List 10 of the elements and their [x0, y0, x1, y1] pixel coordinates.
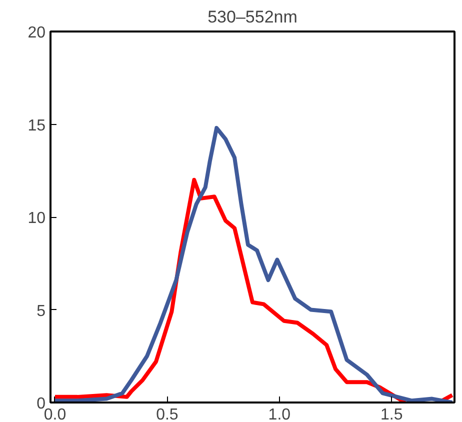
x-tick-label: 0.0 [44, 406, 66, 422]
x-tick-label: 1.0 [268, 406, 291, 422]
chart-title: 530–552nm [208, 8, 298, 26]
y-tick-label: 10 [28, 210, 46, 227]
y-tick-label: 5 [36, 302, 46, 320]
x-tick-label: 0.5 [156, 406, 178, 422]
x-tick-label: 1.5 [380, 406, 403, 422]
y-tick-label: 15 [28, 117, 46, 134]
y-tick-label: 0 [36, 396, 46, 412]
y-tick-label: 20 [28, 24, 46, 42]
